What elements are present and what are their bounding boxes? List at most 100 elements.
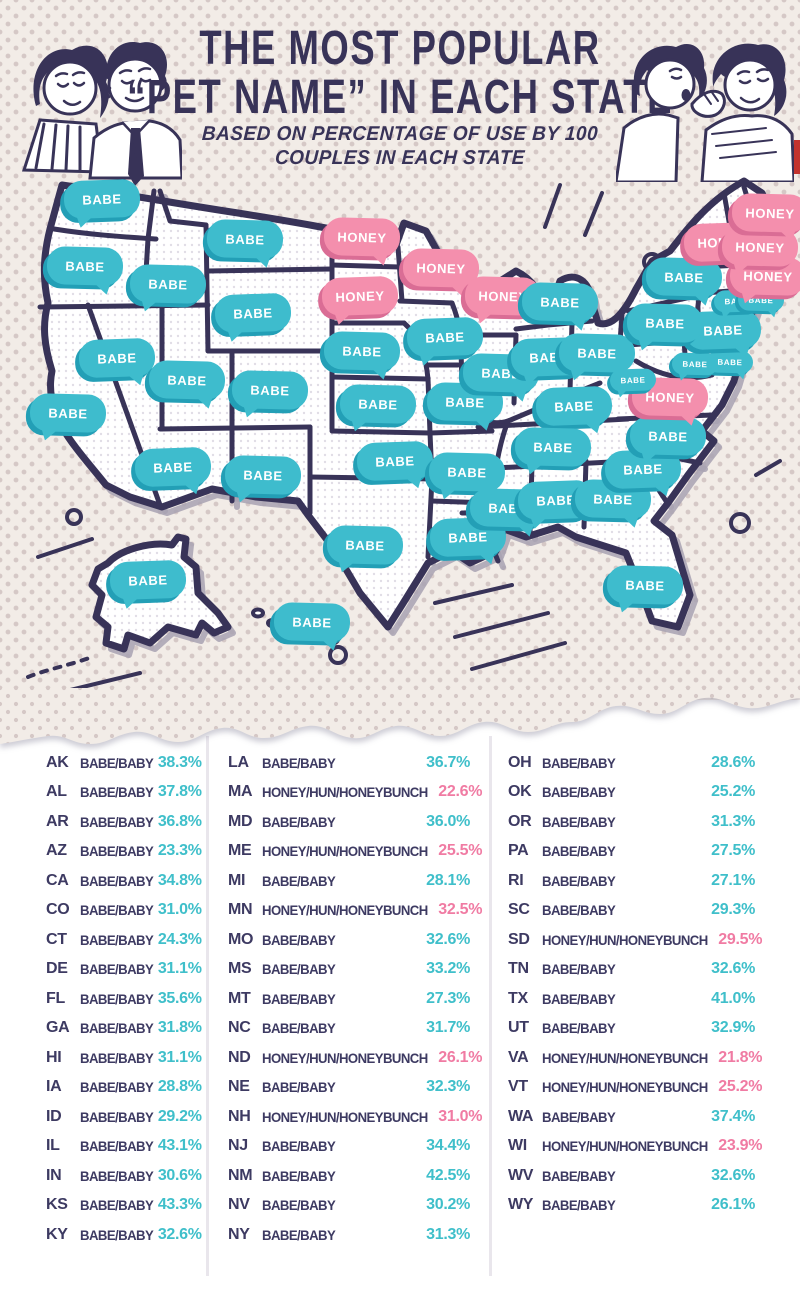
pet-name-percent: 31.0% xyxy=(438,1107,483,1125)
pet-name-percent: 28.1% xyxy=(426,871,470,889)
pet-name-percent: 32.5% xyxy=(438,901,483,919)
state-abbr: NY xyxy=(228,1225,250,1243)
state-abbr: MN xyxy=(228,901,253,919)
table-row-IA: IA BABE/BABY 28.8% xyxy=(46,1073,202,1103)
state-abbr: DE xyxy=(46,960,68,978)
pet-name: HONEY/HUN/HONEYBUNCH xyxy=(542,1138,708,1155)
table-row-NH: NH HONEY/HUN/HONEYBUNCH 31.0% xyxy=(228,1102,482,1132)
pet-name-percent: 32.3% xyxy=(426,1078,470,1096)
pet-name-percent: 23.3% xyxy=(157,842,202,860)
pet-name: HONEY/HUN/HONEYBUNCH xyxy=(542,1079,708,1096)
table-row-NM: NM BABE/BABY 42.5% xyxy=(228,1161,470,1191)
pet-name-percent: 41.0% xyxy=(711,989,755,1007)
pet-name: BABE/BABY xyxy=(80,990,154,1007)
pet-name-percent: 31.0% xyxy=(157,901,202,919)
map-bubble-NE: BABE xyxy=(323,331,401,371)
state-abbr: KY xyxy=(46,1225,68,1243)
state-abbr: AL xyxy=(46,783,67,801)
map-bubble-OR: BABE xyxy=(46,246,124,286)
table-row-TX: TX BABE/BABY 41.0% xyxy=(508,984,755,1014)
state-abbr: RI xyxy=(508,871,524,889)
torn-paper-edge xyxy=(0,688,800,744)
map-bubble-IA: BABE xyxy=(406,316,484,358)
pet-name: BABE/BABY xyxy=(542,902,616,919)
map-bubble-TX: BABE xyxy=(326,525,404,565)
table-row-VT: VT HONEY/HUN/HONEYBUNCH 25.2% xyxy=(508,1073,762,1103)
state-abbr: CT xyxy=(46,930,67,948)
state-abbr: NC xyxy=(228,1019,251,1037)
pet-name: BABE/BABY xyxy=(262,1079,336,1096)
table-row-LA: LA BABE/BABY 36.7% xyxy=(228,748,470,778)
table-row-NV: NV BABE/BABY 30.2% xyxy=(228,1191,470,1221)
table-row-IL: IL BABE/BABY 43.1% xyxy=(46,1132,202,1162)
table-row-MN: MN HONEY/HUN/HONEYBUNCH 32.5% xyxy=(228,896,482,926)
table-row-WI: WI HONEY/HUN/HONEYBUNCH 23.9% xyxy=(508,1132,762,1162)
pet-name: BABE/BABY xyxy=(262,1197,336,1214)
us-map-area: BABE BABE BABE BABE BABE BABE BABE BABE BABE BABE… xyxy=(0,165,800,700)
table-column-2: LA BABE/BABY 36.7% MA HONEY/HUN/HONEYBUNCH 22… xyxy=(228,748,482,1250)
pet-name: BABE/BABY xyxy=(542,990,616,1007)
state-table-section: AK BABE/BABY 38.3% AL BABE/BABY 37.8% AR BABE/B… xyxy=(0,700,800,1309)
pet-name-percent: 34.8% xyxy=(157,871,202,889)
pet-name: BABE/BABY xyxy=(542,872,616,889)
pet-name-percent: 25.2% xyxy=(718,1078,763,1096)
pet-name: BABE/BABY xyxy=(262,1167,336,1184)
state-abbr: ME xyxy=(228,842,252,860)
state-abbr: NJ xyxy=(228,1137,248,1155)
map-bubble-FL: BABE xyxy=(606,565,684,605)
pet-name-percent: 36.8% xyxy=(157,812,202,830)
pet-name-percent: 31.3% xyxy=(711,812,755,830)
pet-name-percent: 29.2% xyxy=(157,1107,202,1125)
table-row-NY: NY BABE/BABY 31.3% xyxy=(228,1220,470,1250)
pet-name-percent: 30.6% xyxy=(157,1166,202,1184)
state-abbr: CA xyxy=(46,871,69,889)
state-abbr: MI xyxy=(228,871,246,889)
state-abbr: WV xyxy=(508,1166,534,1184)
table-row-KS: KS BABE/BABY 43.3% xyxy=(46,1191,202,1221)
pet-name-percent: 31.8% xyxy=(157,1019,202,1037)
pet-name-percent: 27.5% xyxy=(711,842,755,860)
pet-name-percent: 27.3% xyxy=(426,989,470,1007)
pet-name: BABE/BABY xyxy=(262,961,336,978)
map-bubble-DE: BABE xyxy=(671,352,719,376)
state-abbr: AZ xyxy=(46,842,67,860)
table-row-SC: SC BABE/BABY 29.3% xyxy=(508,896,755,926)
map-bubble-SD: HONEY xyxy=(321,275,399,317)
table-row-WV: WV BABE/BABY 32.6% xyxy=(508,1161,755,1191)
pet-name-percent: 29.5% xyxy=(718,930,763,948)
pet-name-percent: 28.8% xyxy=(157,1078,202,1096)
pet-name-percent: 22.6% xyxy=(438,783,483,801)
page-title-line2: “PET NAME” IN EACH STATE xyxy=(127,71,673,124)
state-abbr: VA xyxy=(508,1048,529,1066)
pet-name: BABE/BABY xyxy=(80,902,154,919)
table-row-OR: OR BABE/BABY 31.3% xyxy=(508,807,755,837)
map-bubble-MT: BABE xyxy=(206,219,284,259)
map-bubble-TN: BABE xyxy=(514,427,592,467)
map-panel: THE MOST POPULAR “PET NAME” IN EACH STAT… xyxy=(0,0,800,700)
state-abbr: SD xyxy=(508,930,530,948)
pet-name: BABE/BABY xyxy=(542,1167,616,1184)
map-bubble-AZ: BABE xyxy=(134,446,212,488)
pet-name-percent: 36.7% xyxy=(426,753,470,771)
map-bubble-ND: HONEY xyxy=(323,217,401,257)
map-bubble-ID: BABE xyxy=(129,264,207,304)
pet-name: BABE/BABY xyxy=(80,813,154,830)
state-abbr: OH xyxy=(508,753,532,771)
table-row-CO: CO BABE/BABY 31.0% xyxy=(46,896,202,926)
pet-name: HONEY/HUN/HONEYBUNCH xyxy=(542,1049,708,1066)
pet-name: BABE/BABY xyxy=(542,813,616,830)
pet-name: BABE/BABY xyxy=(80,961,154,978)
table-row-WY: WY BABE/BABY 26.1% xyxy=(508,1191,755,1221)
pet-name: BABE/BABY xyxy=(542,1108,616,1125)
state-abbr: LA xyxy=(228,753,249,771)
pet-name-percent: 31.3% xyxy=(426,1225,470,1243)
pet-name-percent: 36.0% xyxy=(426,812,470,830)
pet-name: HONEY/HUN/HONEYBUNCH xyxy=(262,1108,428,1125)
pet-name-percent: 33.2% xyxy=(426,960,470,978)
table-row-MA: MA HONEY/HUN/HONEYBUNCH 22.6% xyxy=(228,778,482,808)
title-block: THE MOST POPULAR “PET NAME” IN EACH STAT… xyxy=(0,24,800,122)
map-bubble-KS: BABE xyxy=(339,384,417,424)
table-row-NE: NE BABE/BABY 32.3% xyxy=(228,1073,470,1103)
pet-name: BABE/BABY xyxy=(80,1049,154,1066)
table-row-AR: AR BABE/BABY 36.8% xyxy=(46,807,202,837)
